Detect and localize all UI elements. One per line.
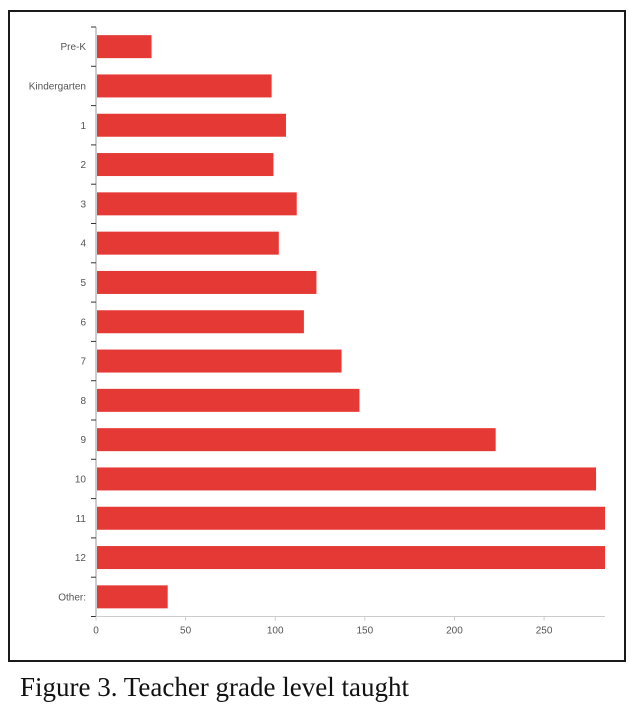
y-tick-label: Kindergarten [29,81,86,92]
y-tick-label: Pre-K [60,42,86,53]
bars-group [97,35,605,609]
bar-12 [97,546,605,570]
y-tick-label: 2 [80,160,86,171]
bar-other [97,585,168,609]
figure-caption: Figure 3. Teacher grade level taught [20,672,409,702]
y-tick-label: 6 [80,317,86,328]
x-tick-labels: 0 50 100 150 200 250 [93,626,553,637]
y-tick-label: 9 [80,435,86,446]
bar-1 [97,113,286,137]
y-tick-label: 12 [75,553,87,564]
bar-9 [97,428,496,452]
y-tick-label: 3 [80,199,86,210]
x-tick-label: 50 [180,626,192,637]
bar-2 [97,153,274,177]
y-tick-label: 10 [75,474,87,485]
y-tick-label: 1 [80,121,86,132]
bar-11 [97,506,605,530]
x-tick-label: 200 [446,626,463,637]
y-tick-label: 11 [76,514,87,525]
x-tick-label: 100 [267,626,284,637]
y-tick-label: 8 [80,396,86,407]
bar-kindergarten [97,74,272,98]
bar-10 [97,467,597,491]
bar-5 [97,270,317,294]
bar-3 [97,192,297,216]
bar-6 [97,310,304,334]
x-tick-label: 0 [93,626,99,637]
y-tick-label: 4 [80,239,86,250]
y-tick-label: 5 [80,278,86,289]
bar-8 [97,388,360,412]
figure-frame: Pre-K Kindergarten 1 2 3 4 5 6 7 8 9 10 11 12 Other: 0… [8,10,626,662]
y-tick-label: 7 [80,357,86,368]
x-tick-label: 150 [356,626,373,637]
x-tick-label: 250 [536,626,553,637]
bar-pre-k [97,35,152,59]
bar-7 [97,349,342,373]
axes-group [91,26,605,621]
bar-4 [97,231,279,255]
y-tick-label: Other: [58,592,86,603]
